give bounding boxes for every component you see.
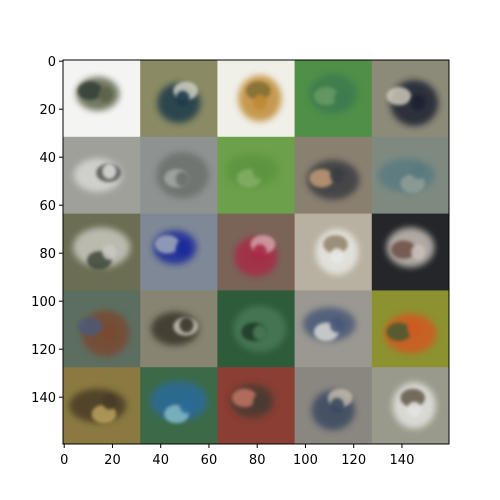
image-tile [140,367,218,444]
image-tile [140,60,218,138]
image-tile [294,367,373,444]
image-tile [371,60,449,138]
y-axis: 0 20 40 60 80 100 120 140 [31,55,63,406]
x-tick-label: 20 [104,453,121,468]
image-tile [217,367,296,444]
image-tile [217,136,296,215]
x-tick-label: 100 [293,453,318,468]
y-tick-label: 80 [39,247,56,262]
image-tile [371,213,449,291]
x-tick-label: 60 [201,453,218,468]
image-grid [63,60,449,444]
image-tile [140,290,218,368]
image-tile [294,136,373,215]
y-tick-label: 40 [39,151,56,166]
x-tick-label: 80 [249,453,266,468]
image-tile [63,213,141,291]
image-tile [371,136,449,215]
image-tile [371,367,449,444]
image-tile [294,213,373,291]
plot-frame [62,59,450,445]
image-tile [63,290,141,368]
image-tile [294,60,373,138]
image-tile [63,136,141,215]
image-tile [217,60,296,138]
x-axis: 0 20 40 60 80 100 120 140 [60,444,414,468]
y-tick-label: 60 [39,199,56,214]
image-tile [140,213,218,291]
y-tick-label: 100 [31,295,56,310]
image-tile [63,367,141,444]
image-tile [371,290,449,368]
x-tick-label: 40 [152,453,169,468]
y-tick-label: 0 [48,55,56,70]
x-tick-label: 140 [390,453,415,468]
x-tick-label: 0 [60,453,68,468]
image-tile [217,290,296,368]
image-tile [140,136,218,215]
x-tick-label: 120 [341,453,366,468]
y-tick-label: 140 [31,391,56,406]
y-tick-label: 120 [31,343,56,358]
image-tile [63,60,141,138]
image-tile [217,213,296,291]
image-tile [294,290,373,368]
y-tick-label: 20 [39,103,56,118]
